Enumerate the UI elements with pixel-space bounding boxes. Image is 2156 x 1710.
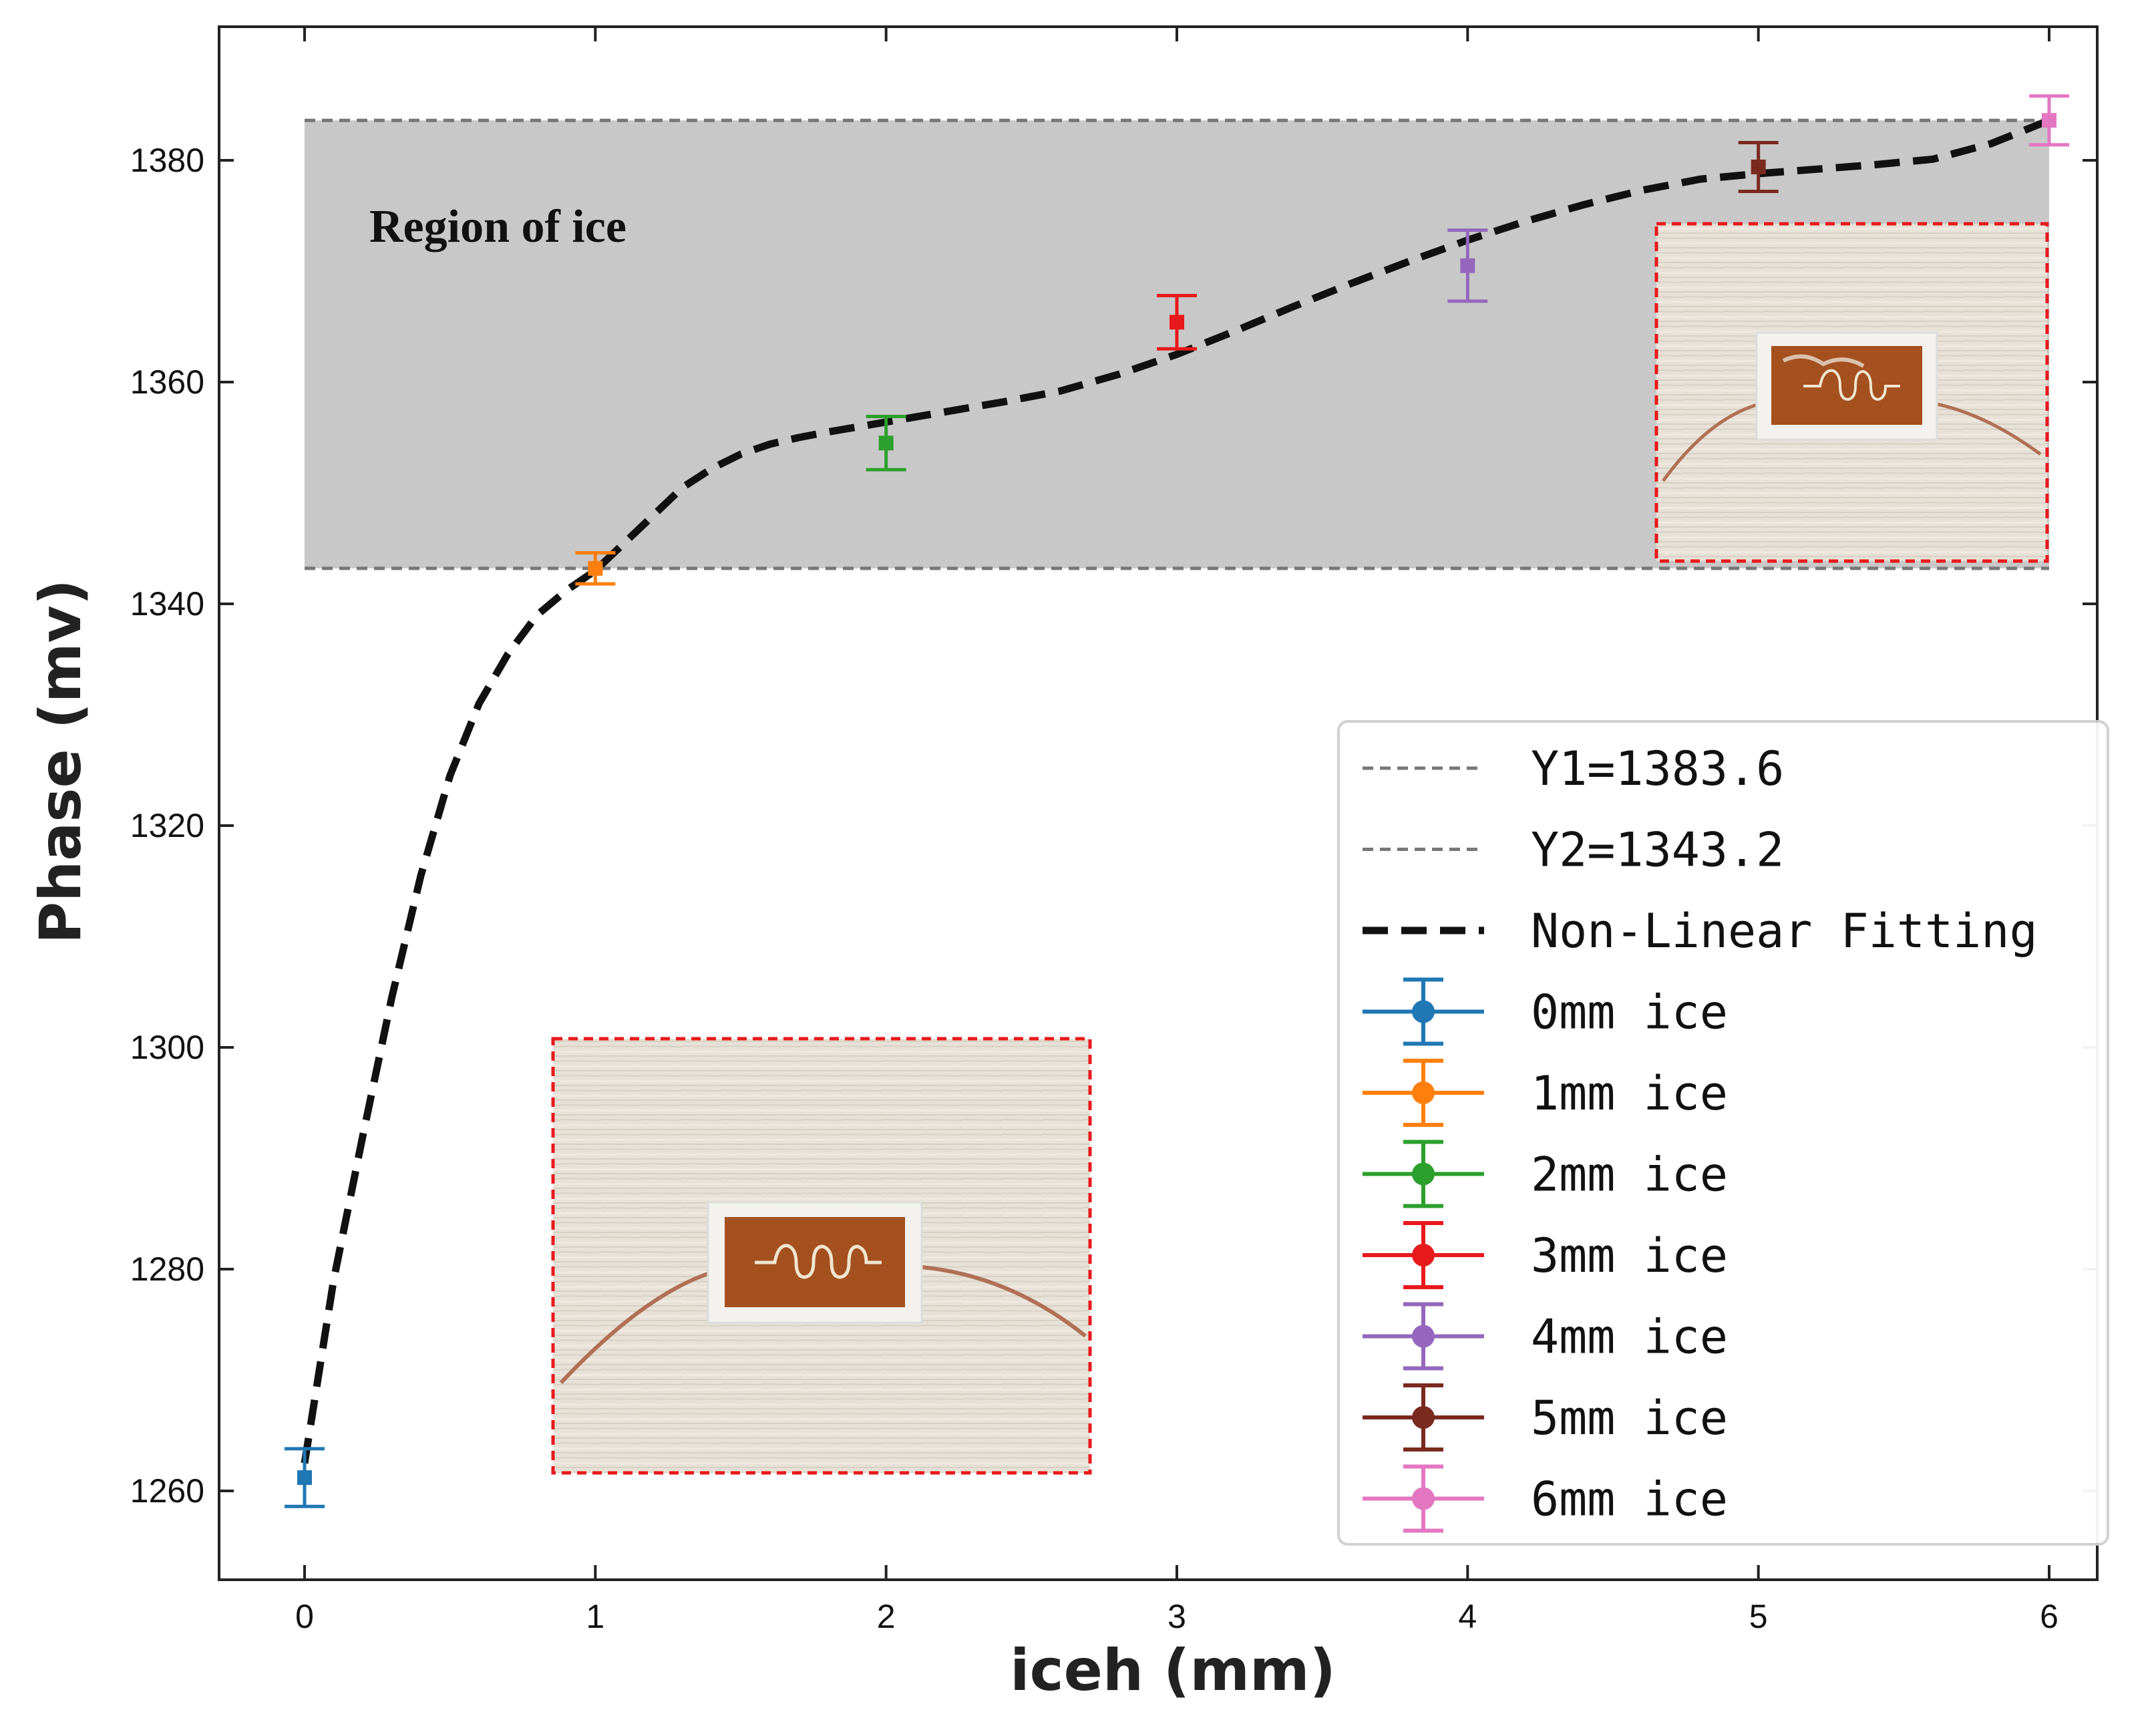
legend-box (1337, 720, 2109, 1546)
marker (588, 560, 603, 576)
data-point-6mm (2029, 94, 2069, 147)
legend-handle-marker (1412, 1000, 1435, 1023)
marker (2042, 113, 2056, 128)
legend-handle-marker (1412, 1162, 1435, 1186)
legend-entry: 3mm ice (1363, 1221, 1728, 1289)
legend-handle-marker (1412, 1325, 1435, 1348)
y-axis-title: Phase (mv) (27, 579, 94, 944)
marker (1170, 315, 1184, 330)
x-tick-label: 5 (1749, 1598, 1768, 1635)
y-tick-label: 1360 (130, 363, 204, 401)
legend-label: Y2=1343.2 (1531, 823, 1784, 878)
legend-label: Y1=1383.6 (1531, 741, 1784, 796)
x-tick-label: 0 (295, 1598, 314, 1635)
legend-label: 4mm ice (1531, 1310, 1728, 1365)
y-tick-label: 1340 (130, 585, 204, 623)
x-tick-label: 4 (1458, 1598, 1477, 1635)
legend-entry: Non-Linear Fitting (1363, 904, 2038, 959)
legend-entry: 4mm ice (1363, 1302, 1728, 1371)
legend-entry: 6mm ice (1363, 1464, 1728, 1533)
y-tick-label: 1280 (130, 1250, 204, 1288)
fit-curve (301, 117, 2051, 1464)
y-tick-label: 1300 (130, 1029, 204, 1066)
legend-label: 5mm ice (1531, 1391, 1728, 1445)
legend-label: 6mm ice (1531, 1472, 1728, 1527)
x-axis-title: iceh (mm) (1010, 1637, 1336, 1704)
data-point-2mm (866, 414, 906, 472)
x-tick-label: 3 (1167, 1598, 1186, 1635)
region-label: Region of ice (369, 201, 626, 252)
data-point-3mm (1157, 294, 1197, 351)
marker (878, 436, 894, 451)
y-tick-label: 1260 (130, 1472, 204, 1510)
legend-entry: 5mm ice (1363, 1383, 1728, 1451)
legend-entry: 2mm ice (1363, 1140, 1728, 1208)
marker (1460, 258, 1475, 273)
legend-label: 2mm ice (1531, 1148, 1728, 1202)
x-tick-label: 6 (2040, 1598, 2058, 1635)
sensor-photo-no-ice (551, 1037, 1092, 1475)
legend-label: Non-Linear Fitting (1531, 904, 2038, 959)
x-tick-label: 2 (877, 1598, 896, 1635)
y-tick-label: 1380 (130, 142, 204, 179)
x-tick-label: 1 (586, 1598, 604, 1635)
legend-entry: 1mm ice (1363, 1059, 1728, 1127)
legend-entry: 0mm ice (1363, 977, 1728, 1046)
legend-entry: Y1=1383.6 (1363, 741, 1784, 796)
legend-handle-marker (1412, 1081, 1435, 1104)
marker (1751, 159, 1766, 174)
data-point-0mm (285, 1447, 325, 1508)
legend-handle-marker (1412, 1406, 1435, 1429)
legend-handle-marker (1412, 1244, 1435, 1266)
legend-handle-marker (1412, 1487, 1435, 1510)
sensor-photo-with-ice (1654, 222, 2049, 563)
legend-label: 1mm ice (1531, 1066, 1728, 1121)
data-point-4mm (1447, 228, 1488, 303)
marker (297, 1470, 312, 1486)
legend-label: 0mm ice (1531, 985, 1728, 1040)
data-point-5mm (1738, 140, 1779, 193)
legend-label: 3mm ice (1531, 1228, 1728, 1283)
legend-entry: Y2=1343.2 (1363, 823, 1784, 878)
data-point-1mm (575, 551, 616, 586)
y-tick-label: 1320 (130, 807, 204, 844)
